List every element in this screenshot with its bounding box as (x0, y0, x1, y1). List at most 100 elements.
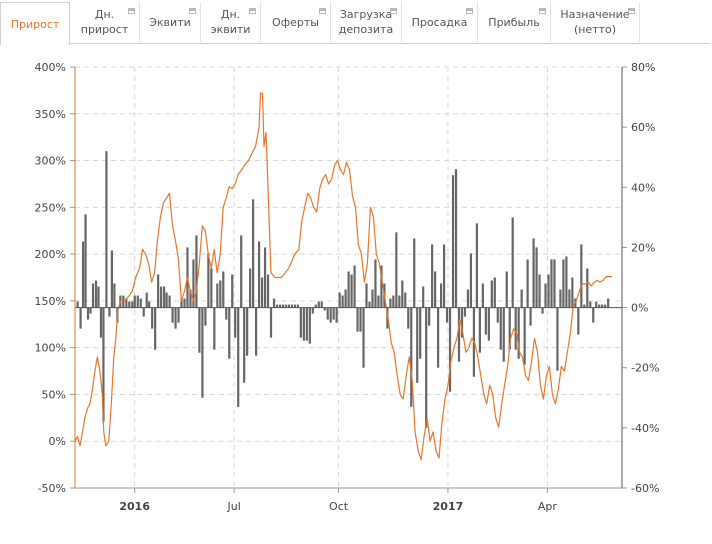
daily-growth-bar (529, 307, 532, 326)
tab-drawdown[interactable]: Просадка (402, 2, 478, 42)
daily-growth-bar (493, 277, 496, 308)
daily-growth-bar (263, 247, 267, 308)
daily-growth-bar (113, 283, 116, 308)
daily-growth-bar (580, 244, 583, 308)
daily-growth-bar (466, 289, 470, 308)
x-tick-label: Apr (538, 500, 558, 513)
daily-growth-bars (76, 151, 610, 428)
daily-growth-bar (305, 307, 308, 341)
daily-growth-bar (210, 268, 213, 308)
window-icon (390, 8, 397, 14)
daily-growth-bar (225, 307, 228, 320)
daily-growth-bar (484, 307, 487, 335)
daily-growth-bar (89, 307, 92, 314)
tab-label: Назначение (нетто) (560, 8, 630, 36)
x-tick-label: 2017 (433, 500, 464, 513)
left-tick-label: 50% (42, 388, 66, 401)
daily-growth-bar (81, 241, 85, 308)
daily-growth-bar (105, 151, 108, 308)
tab-growth[interactable]: Прирост (0, 2, 70, 45)
x-tick-label: Jul (226, 500, 240, 513)
right-tick-label: -60% (631, 482, 659, 495)
daily-growth-bar (571, 277, 574, 308)
daily-growth-bar (133, 295, 136, 308)
daily-growth-bar (99, 307, 103, 338)
daily-growth-bar (407, 307, 410, 329)
x-axis-labels: 2016 Jul Oct 2017 Apr (119, 500, 557, 513)
daily-growth-bar (189, 289, 192, 308)
daily-growth-bar (154, 307, 157, 350)
daily-growth-bar (505, 271, 508, 308)
daily-growth-bar (139, 298, 142, 308)
tab-profit[interactable]: Прибыль (478, 2, 551, 42)
daily-growth-bar (86, 307, 90, 320)
right-tick-label: 20% (631, 241, 655, 254)
window-icon (466, 8, 473, 14)
daily-growth-bar (128, 301, 131, 308)
daily-growth-bar (439, 283, 443, 308)
daily-growth-bar (475, 223, 478, 308)
left-tick-label: 250% (35, 201, 66, 214)
left-tick-label: 150% (35, 295, 66, 308)
daily-growth-bar (142, 307, 145, 317)
daily-growth-bar (547, 274, 550, 308)
daily-growth-bar (577, 307, 580, 335)
daily-growth-bar (532, 238, 535, 308)
daily-growth-bar (347, 271, 350, 308)
daily-growth-bar (595, 301, 598, 308)
tab-daily-equity[interactable]: Дн. эквити (201, 2, 261, 42)
daily-growth-bar (338, 292, 341, 308)
daily-growth-bar (299, 307, 302, 338)
tab-equity[interactable]: Эквити (140, 2, 201, 42)
daily-growth-bar (228, 307, 231, 359)
window-icon (539, 8, 546, 14)
tab-deposit-load[interactable]: Загрузка депозита (331, 2, 402, 42)
daily-growth-bar (341, 295, 344, 308)
daily-growth-bar (177, 307, 180, 323)
daily-growth-bar (568, 289, 571, 308)
daily-growth-bar (589, 301, 592, 308)
daily-growth-bar (249, 268, 252, 308)
daily-growth-bar (526, 259, 529, 308)
daily-growth-bar (353, 265, 356, 308)
daily-growth-bar (237, 307, 240, 407)
daily-growth-bar (302, 307, 305, 341)
daily-growth-bar (219, 280, 222, 308)
daily-growth-bar (457, 307, 461, 362)
daily-growth-bar (329, 307, 332, 323)
daily-growth-bar (243, 307, 246, 383)
daily-growth-bar (583, 304, 586, 308)
daily-growth-bar (490, 280, 493, 308)
daily-growth-bar (293, 304, 296, 308)
daily-growth-bar (260, 277, 264, 308)
window-icon (319, 8, 326, 14)
daily-growth-bar (320, 301, 323, 308)
daily-growth-bar (562, 259, 565, 308)
daily-growth-bar (401, 280, 404, 308)
daily-growth-bar (550, 259, 553, 308)
left-tick-label: 400% (35, 61, 66, 74)
daily-growth-bar (281, 304, 285, 308)
tab-offers[interactable]: Оферты (261, 2, 331, 42)
daily-growth-bar (365, 283, 368, 308)
daily-growth-bar (454, 169, 458, 308)
daily-growth-bar (556, 307, 559, 371)
right-tick-label: -40% (631, 422, 659, 435)
daily-growth-bar (520, 289, 523, 308)
left-tick-label: 300% (35, 155, 66, 168)
daily-growth-bar (326, 307, 329, 320)
tab-destination-net[interactable]: Назначение (нетто) (551, 2, 640, 42)
daily-growth-bar (404, 292, 407, 308)
daily-growth-bar (296, 304, 299, 308)
daily-growth-bar (195, 235, 198, 308)
daily-growth-bar (110, 250, 113, 308)
daily-growth-bar (445, 307, 449, 323)
right-tick-label: 0% (631, 302, 648, 315)
daily-growth-bar (559, 289, 562, 308)
tab-daily-growth[interactable]: Дн. прирост (70, 2, 140, 42)
daily-growth-bar (165, 292, 168, 308)
daily-growth-bar (499, 307, 502, 350)
daily-growth-bar (122, 295, 125, 308)
daily-growth-bar (240, 235, 243, 308)
daily-growth-bar (266, 274, 270, 308)
